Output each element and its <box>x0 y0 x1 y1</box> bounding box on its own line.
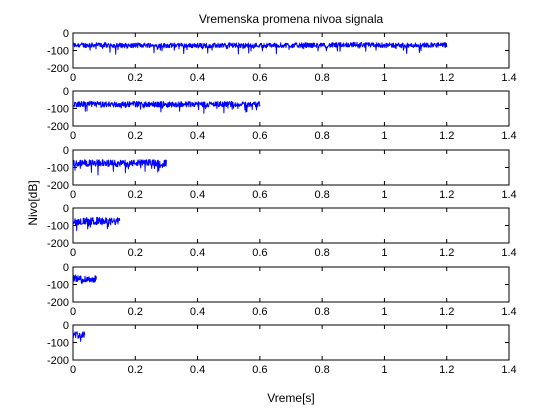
y-tick-label: -100 <box>47 163 69 175</box>
signal-trace <box>72 100 261 114</box>
subplot-1: 0 0.2 0.4 0.6 0.8 1 1.2 1.4 0 -100 -200 <box>47 28 517 84</box>
x-tick-label: 1.4 <box>501 306 516 318</box>
x-tick-label: 1.4 <box>501 189 516 201</box>
x-tick-label: 1 <box>381 306 387 318</box>
y-tick-label: -200 <box>47 180 69 192</box>
axes-frame <box>72 324 510 361</box>
x-tick-label: 0 <box>70 247 76 259</box>
axes-frame <box>72 90 510 127</box>
signal-trace <box>72 216 121 232</box>
y-tick-label: -200 <box>47 238 69 250</box>
y-tick-label: -100 <box>47 338 69 350</box>
y-tick-label: -100 <box>47 46 69 58</box>
axes-frame <box>72 32 510 69</box>
x-tick-label: 0.4 <box>190 364 205 376</box>
x-tick-label: 1 <box>381 364 387 376</box>
x-tick-label: 1.2 <box>439 189 454 201</box>
x-tick-label: 0.4 <box>190 72 205 84</box>
x-tick-label: 0 <box>70 364 76 376</box>
x-tick-label: 0.2 <box>128 247 143 259</box>
signal-trace <box>72 159 167 176</box>
signal-trace <box>72 41 448 55</box>
y-tick-label: -200 <box>47 355 69 367</box>
chart-title: Vremenska promena nivoa signala <box>199 12 384 26</box>
y-tick-label: 0 <box>63 320 69 332</box>
axes-frame <box>72 266 510 303</box>
y-tick-label: -100 <box>47 280 69 292</box>
x-tick-label: 0 <box>70 189 76 201</box>
x-tick-label: 1.2 <box>439 364 454 376</box>
x-tick-label: 1.4 <box>501 72 516 84</box>
x-tick-label: 0.8 <box>314 72 329 84</box>
y-tick-label: 0 <box>63 262 69 274</box>
x-tick-label: 1 <box>381 247 387 259</box>
x-tick-label: 1.2 <box>439 130 454 142</box>
x-tick-label: 1.4 <box>501 247 516 259</box>
x-tick-label: 0.2 <box>128 72 143 84</box>
y-tick-label: -200 <box>47 121 69 133</box>
x-tick-label: 0.8 <box>314 306 329 318</box>
y-axis-label: Nivo[dB] <box>26 180 40 225</box>
axes-frame <box>72 207 510 244</box>
x-tick-label: 0.6 <box>252 130 267 142</box>
x-tick-label: 0.6 <box>252 364 267 376</box>
y-tick-label: 0 <box>63 145 69 157</box>
x-tick-label: 0.4 <box>190 306 205 318</box>
x-tick-label: 0.2 <box>128 189 143 201</box>
x-tick-label: 0.6 <box>252 247 267 259</box>
x-tick-label: 0.6 <box>252 189 267 201</box>
x-tick-label: 0.2 <box>128 130 143 142</box>
subplot-5: 0 0.2 0.4 0.6 0.8 1 1.2 1.4 0 -100 -200 <box>47 262 517 318</box>
x-tick-label: 0.2 <box>128 364 143 376</box>
y-tick-label: -200 <box>47 297 69 309</box>
y-tick-label: 0 <box>63 203 69 215</box>
x-tick-label: 1 <box>381 130 387 142</box>
x-tick-label: 0.8 <box>314 130 329 142</box>
subplot-2: 0 0.2 0.4 0.6 0.8 1 1.2 1.4 0 -100 -200 <box>47 86 517 142</box>
x-tick-label: 0.4 <box>190 247 205 259</box>
x-tick-label: 0.8 <box>314 364 329 376</box>
signal-trace <box>72 331 86 342</box>
y-tick-label: -100 <box>47 221 69 233</box>
subplot-3: 0 0.2 0.4 0.6 0.8 1 1.2 1.4 0 -100 -200 <box>47 145 517 201</box>
x-tick-label: 1.4 <box>501 130 516 142</box>
y-tick-label: 0 <box>63 86 69 98</box>
x-tick-label: 0.4 <box>190 189 205 201</box>
signal-trace <box>72 274 97 285</box>
x-tick-label: 0.4 <box>190 130 205 142</box>
axes-frame <box>72 149 510 186</box>
x-tick-label: 0.6 <box>252 306 267 318</box>
x-tick-label: 1.2 <box>439 247 454 259</box>
y-tick-label: -200 <box>47 63 69 75</box>
x-tick-label: 1.2 <box>439 72 454 84</box>
x-axis-label: Vreme[s] <box>267 391 315 405</box>
x-tick-label: 0.8 <box>314 189 329 201</box>
y-tick-label: -100 <box>47 104 69 116</box>
x-tick-label: 0 <box>70 130 76 142</box>
x-tick-label: 1 <box>381 72 387 84</box>
x-tick-label: 0.2 <box>128 306 143 318</box>
y-tick-label: 0 <box>63 28 69 40</box>
x-tick-label: 1.4 <box>501 364 516 376</box>
x-tick-label: 0 <box>70 72 76 84</box>
x-tick-label: 1.2 <box>439 306 454 318</box>
x-tick-label: 0.8 <box>314 247 329 259</box>
x-tick-label: 0 <box>70 306 76 318</box>
subplot-6: 0 0.2 0.4 0.6 0.8 1 1.2 1.4 0 -100 -200 <box>47 320 517 376</box>
subplot-4: 0 0.2 0.4 0.6 0.8 1 1.2 1.4 0 -100 -200 <box>47 203 517 259</box>
x-tick-label: 0.6 <box>252 72 267 84</box>
x-tick-label: 1 <box>381 189 387 201</box>
